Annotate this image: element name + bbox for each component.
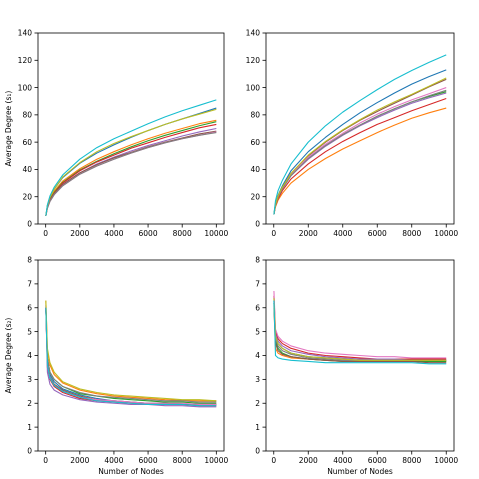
series-line-4 xyxy=(273,295,447,360)
series-line-5 xyxy=(45,127,217,216)
chart-bottom-right: 0 2000 4000 6000 8000 10000 0 1 2 3 4 5 6 7 8 Number of… xyxy=(255,256,458,476)
x-tick-label: 8000 xyxy=(173,229,192,238)
x-tick-label: 10000 xyxy=(204,229,228,238)
y-tick-label: 80 xyxy=(22,111,32,120)
y-tick-label: 60 xyxy=(250,138,260,147)
series-line-2 xyxy=(45,119,217,216)
y-tick-label: 7 xyxy=(27,280,32,289)
chart-top-left: 0 2000 4000 6000 8000 10000 0 20 40 60 80 100 120 140… xyxy=(4,29,228,238)
x-tick-label: 0 xyxy=(271,229,276,238)
y-tick-label: 8 xyxy=(255,256,260,265)
y-tick-label: 40 xyxy=(22,165,32,174)
chart-bottom-left: 0 2000 4000 6000 8000 10000 0 1 2 3 4 5 6 7 8 Number of… xyxy=(4,256,228,476)
series-line-8 xyxy=(273,302,447,361)
x-tick-label: 4000 xyxy=(104,456,123,465)
y-tick-label: 100 xyxy=(246,83,261,92)
y-tick-label: 60 xyxy=(22,138,32,147)
y-tick-label: 140 xyxy=(18,29,33,38)
x-tick-label: 8000 xyxy=(173,456,192,465)
series-line-9 xyxy=(273,298,447,361)
y-tick-label: 2 xyxy=(255,399,260,408)
series-line-10 xyxy=(273,54,447,215)
y-tick-label: 1 xyxy=(27,423,32,432)
y-tick-label: 4 xyxy=(255,351,260,360)
x-tick-label: 6000 xyxy=(368,456,387,465)
x-tick-label: 2000 xyxy=(70,229,89,238)
series-line-6 xyxy=(45,130,217,216)
series-line-5 xyxy=(45,305,217,408)
y-tick-label: 0 xyxy=(27,220,32,229)
x-tick-label: 8000 xyxy=(402,229,421,238)
y-tick-label: 0 xyxy=(255,220,260,229)
x-tick-label: 4000 xyxy=(333,229,352,238)
series-line-8 xyxy=(45,310,217,403)
chart-top-right: 0 2000 4000 6000 8000 10000 0 20 40 60 80 100 120 140 xyxy=(246,29,459,238)
y-tick-label: 8 xyxy=(27,256,32,265)
axes-frame xyxy=(37,32,225,225)
x-axis-label: Number of Nodes xyxy=(98,467,164,476)
x-tick-label: 0 xyxy=(271,456,276,465)
y-tick-label: 5 xyxy=(255,327,260,336)
x-tick-label: 6000 xyxy=(368,229,387,238)
y-tick-label: 6 xyxy=(255,303,260,312)
y-tick-label: 0 xyxy=(27,447,32,456)
series-line-10 xyxy=(45,307,217,407)
y-tick-label: 1 xyxy=(255,423,260,432)
series-line-10 xyxy=(273,300,447,365)
series-line-8 xyxy=(45,132,217,216)
axes-frame xyxy=(37,259,225,452)
y-tick-label: 3 xyxy=(255,375,260,384)
series-line-7 xyxy=(273,87,447,215)
x-tick-label: 4000 xyxy=(104,229,123,238)
x-tick-label: 6000 xyxy=(139,229,158,238)
series-line-9 xyxy=(273,77,447,215)
x-tick-label: 0 xyxy=(43,229,48,238)
x-tick-label: 6000 xyxy=(139,456,158,465)
x-tick-label: 2000 xyxy=(299,456,318,465)
y-axis-label: Average Degree (s₂) xyxy=(4,318,13,394)
y-axis-label: Average Degree (s₁) xyxy=(4,91,13,167)
y-tick-label: 6 xyxy=(27,303,32,312)
x-tick-label: 0 xyxy=(43,456,48,465)
x-tick-label: 2000 xyxy=(299,229,318,238)
series-line-4 xyxy=(273,97,447,215)
y-tick-label: 3 xyxy=(27,375,32,384)
series-line-2 xyxy=(273,307,447,363)
x-tick-label: 8000 xyxy=(402,456,421,465)
series-line-4 xyxy=(45,307,217,407)
series-line-8 xyxy=(273,89,447,215)
y-tick-label: 2 xyxy=(27,399,32,408)
series-line-9 xyxy=(45,300,217,402)
series-line-2 xyxy=(45,300,217,402)
x-axis-label: Number of Nodes xyxy=(327,467,393,476)
series-line-7 xyxy=(273,291,447,359)
series-line-9 xyxy=(45,108,217,216)
x-tick-label: 2000 xyxy=(70,456,89,465)
y-tick-label: 100 xyxy=(18,83,33,92)
y-tick-label: 20 xyxy=(22,192,32,201)
x-tick-label: 10000 xyxy=(204,456,228,465)
y-tick-label: 40 xyxy=(250,165,260,174)
y-tick-label: 5 xyxy=(27,327,32,336)
series-line-10 xyxy=(45,99,217,216)
series-line-2 xyxy=(273,107,447,215)
x-tick-label: 10000 xyxy=(434,456,458,465)
axes-frame xyxy=(265,32,455,225)
y-tick-label: 7 xyxy=(255,280,260,289)
series-line-6 xyxy=(273,305,447,364)
x-tick-label: 10000 xyxy=(434,229,458,238)
y-tick-label: 80 xyxy=(250,111,260,120)
y-tick-label: 140 xyxy=(246,29,261,38)
y-tick-label: 20 xyxy=(250,192,260,201)
x-tick-label: 4000 xyxy=(333,456,352,465)
y-tick-label: 0 xyxy=(255,447,260,456)
y-tick-label: 120 xyxy=(246,56,261,65)
series-line-1 xyxy=(45,107,217,216)
y-tick-label: 4 xyxy=(27,351,32,360)
y-tick-label: 120 xyxy=(18,56,33,65)
